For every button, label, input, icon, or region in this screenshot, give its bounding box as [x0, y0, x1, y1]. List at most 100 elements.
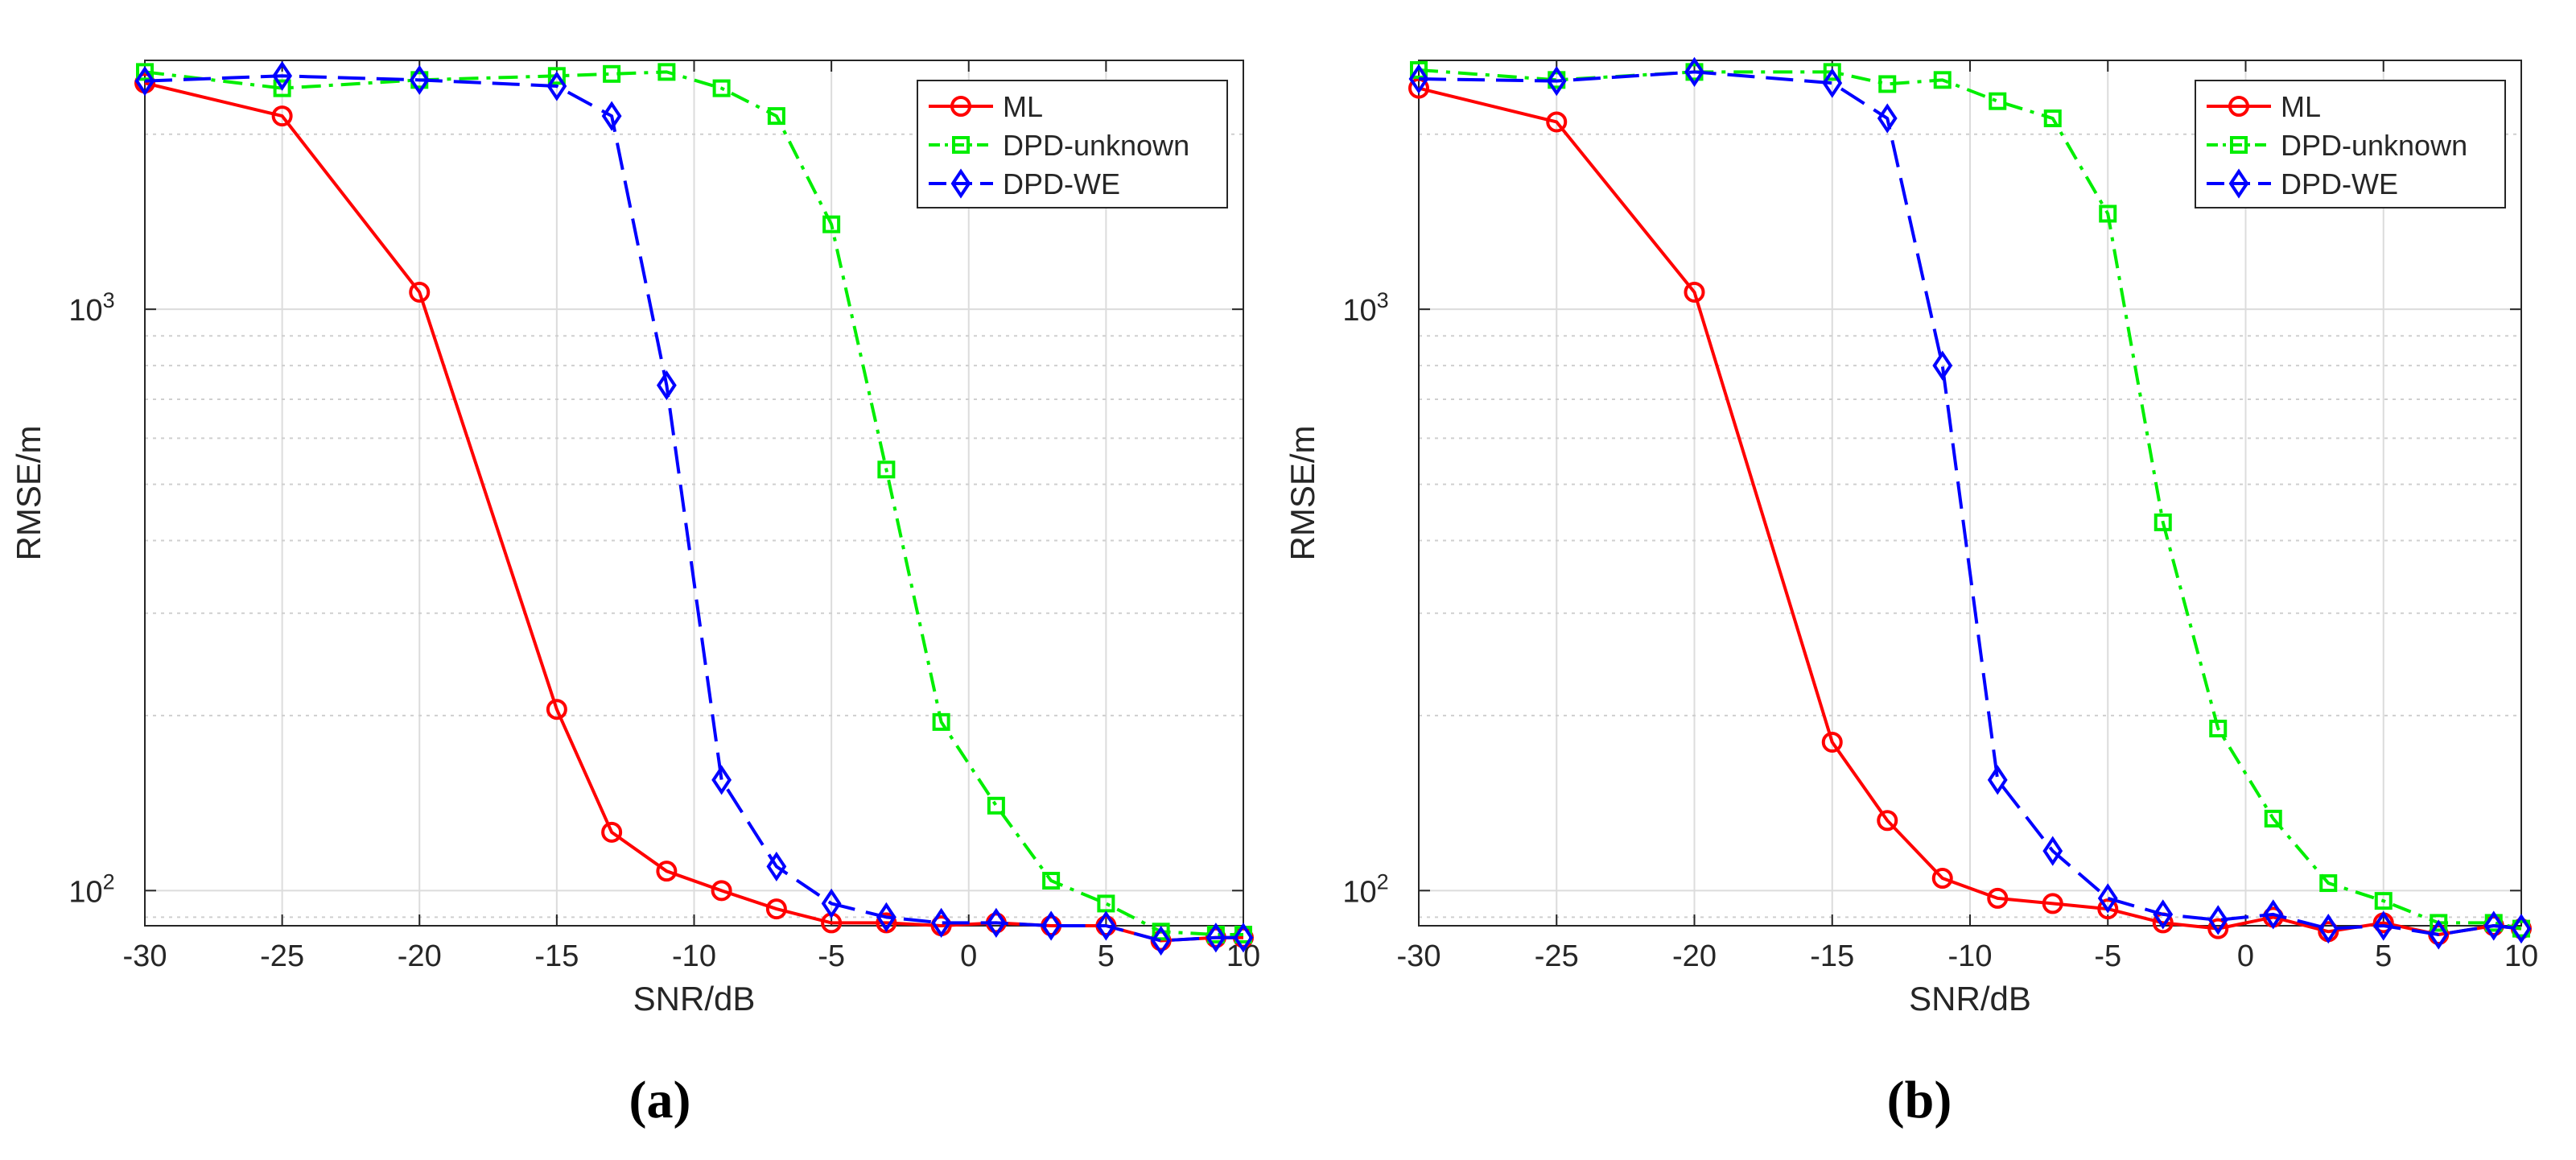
data-point — [1233, 923, 1254, 953]
data-point — [2154, 513, 2172, 531]
data-point — [2207, 905, 2228, 935]
y-tick-base: 10 — [68, 294, 102, 328]
panel-caption: (a) — [629, 1071, 691, 1129]
series-dpd-unknown — [1410, 60, 2530, 938]
x-tick-label: 5 — [1098, 939, 1115, 973]
legend-label: DPD-WE — [1003, 167, 1120, 200]
legend-label: DPD-WE — [2281, 167, 2398, 200]
data-point — [273, 79, 291, 97]
data-point — [2264, 809, 2282, 828]
data-point — [987, 796, 1005, 815]
y-axis-label: RMSE/m — [1284, 426, 1321, 561]
data-point — [1546, 65, 1567, 97]
data-point — [1206, 923, 1226, 953]
data-point — [1151, 925, 1172, 956]
data-point — [2511, 914, 2532, 944]
data-point — [2230, 136, 2248, 154]
data-point — [1408, 64, 1429, 94]
data-point — [1095, 910, 1116, 941]
x-tick-label: -5 — [818, 939, 845, 973]
data-point — [2153, 899, 2174, 930]
data-point — [2099, 204, 2117, 223]
y-tick-exponent: 2 — [103, 869, 115, 894]
x-tick-label: 10 — [2504, 939, 2538, 973]
data-point — [601, 821, 623, 843]
data-point — [546, 71, 567, 101]
data-point — [1042, 872, 1061, 890]
data-point — [2318, 914, 2339, 944]
data-point — [986, 907, 1007, 939]
y-tick-base: 10 — [68, 875, 102, 909]
data-point — [1822, 68, 1843, 98]
data-point — [2374, 892, 2393, 910]
y-axis-label: RMSE/m — [10, 426, 47, 561]
x-tick-label: 5 — [2375, 939, 2392, 973]
chart-panel-2: -30 -25 -20 -15 -10 -5 0 5 10102103SNR/dBRMSE/mM… — [1284, 56, 2538, 1129]
x-tick-label: -15 — [1810, 939, 1854, 973]
data-point — [2228, 168, 2249, 199]
data-point — [134, 65, 155, 97]
x-tick-label: -25 — [1535, 939, 1579, 973]
data-point — [1152, 923, 1170, 941]
series-line — [144, 74, 1243, 943]
y-tick-base: 10 — [1342, 294, 1376, 328]
legend: ML DPD-unknown DPD-WE — [2195, 80, 2506, 208]
data-point — [1877, 810, 1898, 832]
data-point — [1823, 63, 1841, 81]
data-point — [2097, 883, 2118, 914]
legend-label: ML — [2281, 90, 2321, 123]
data-point — [2097, 898, 2119, 920]
data-point — [952, 136, 970, 154]
x-tick-label: -10 — [1948, 939, 1993, 973]
data-point — [1987, 765, 2008, 795]
series-line — [144, 70, 1243, 937]
y-tick-label: 102 — [68, 869, 114, 909]
legend: ML DPD-unknown DPD-WE — [917, 80, 1228, 208]
y-tick-exponent: 2 — [1377, 869, 1389, 894]
data-point — [409, 64, 430, 95]
x-tick-label: -15 — [534, 939, 579, 973]
x-tick-label: -20 — [398, 939, 442, 973]
data-point — [1877, 103, 1898, 134]
data-point — [1931, 868, 1953, 890]
data-point — [409, 281, 431, 303]
data-point — [136, 63, 154, 81]
x-tick-label: -30 — [123, 939, 167, 973]
x-tick-label: 10 — [1226, 939, 1260, 973]
data-point — [603, 64, 621, 83]
data-point — [272, 60, 293, 91]
data-point — [950, 168, 971, 199]
series-line — [1418, 68, 2522, 931]
data-point — [932, 712, 950, 731]
data-point — [950, 96, 971, 117]
data-point — [2207, 918, 2229, 939]
data-point — [1989, 92, 2007, 110]
x-tick-label: -30 — [1397, 939, 1441, 973]
x-tick-label: -10 — [672, 939, 716, 973]
data-point — [2043, 109, 2062, 128]
data-point — [931, 907, 952, 939]
data-point — [2373, 910, 2394, 941]
x-tick-label: 0 — [2237, 939, 2254, 973]
y-tick-label: 102 — [1342, 869, 1388, 909]
data-point — [2042, 836, 2063, 866]
x-tick-label: 0 — [960, 939, 977, 973]
data-point — [712, 79, 731, 97]
x-axis-label: SNR/dB — [1909, 980, 2031, 1018]
data-point — [1410, 60, 1428, 79]
data-point — [876, 902, 896, 932]
data-point — [766, 851, 787, 882]
data-point — [2319, 874, 2338, 893]
data-point — [2428, 919, 2449, 950]
panel-caption: (b) — [1887, 1071, 1952, 1129]
x-tick-label: -25 — [260, 939, 304, 973]
x-axis-label: SNR/dB — [633, 980, 756, 1018]
legend-label: DPD-unknown — [2281, 129, 2467, 162]
y-tick-label: 103 — [68, 288, 114, 328]
y-tick-exponent: 3 — [103, 288, 115, 312]
data-point — [2483, 910, 2504, 941]
data-point — [547, 67, 566, 85]
data-point — [2209, 720, 2228, 738]
data-point — [2228, 96, 2249, 117]
